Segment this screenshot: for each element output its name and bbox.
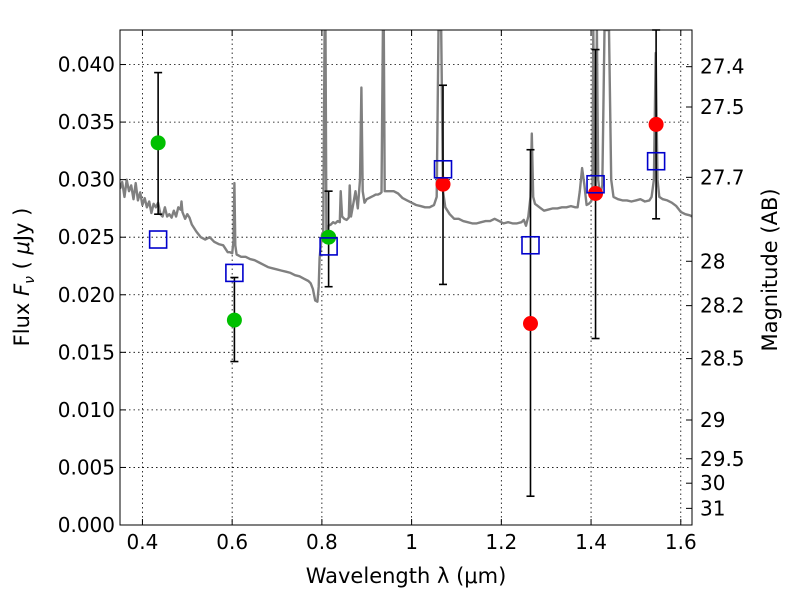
- x-axis-title: Wavelength λ (μm): [306, 564, 507, 588]
- y-axis-title-paren: (: [10, 255, 34, 277]
- observed-flux-point: [226, 312, 242, 328]
- magnitude-tick-label: 27.7: [700, 165, 745, 189]
- magnitude-tick-label: 31: [700, 496, 725, 520]
- synthetic-photometry-squares: [148, 151, 666, 283]
- synthetic-flux-square: [586, 174, 605, 194]
- y-tick-label: 0.020: [58, 283, 115, 307]
- y-axis-title-unit: Jy ): [10, 208, 34, 244]
- y-tick-label: 0.000: [58, 513, 115, 537]
- x-tick-label: 0.6: [216, 530, 248, 554]
- y-axis-title-prefix: Flux: [10, 296, 34, 346]
- x-axis-ticks: 0.4 0.6 0.8 1 1.2 1.4 1.6: [127, 30, 697, 554]
- observed-flux-point: [648, 116, 664, 132]
- model-spectrum: [120, 30, 692, 303]
- y-axis-title: Flux Fν ( μJy ): [10, 208, 38, 347]
- magnitude-tick-label: 27.4: [700, 55, 745, 79]
- y-axis-title-symbol: F: [10, 283, 34, 296]
- y-tick-label: 0.035: [58, 110, 115, 134]
- x-tick-label: 1: [405, 530, 418, 554]
- y-tick-label: 0.015: [58, 340, 115, 364]
- y-tick-label: 0.040: [58, 53, 115, 77]
- error-bars: [154, 29, 661, 498]
- synthetic-flux-square: [433, 159, 453, 179]
- observed-flux-point: [150, 135, 166, 151]
- synthetic-flux-square: [521, 235, 540, 255]
- magnitude-tick-label: 28.2: [700, 294, 745, 318]
- magnitude-tick-label: 27.5: [700, 95, 745, 119]
- magnitude-tick-label: 29: [700, 408, 725, 432]
- y-tick-label: 0.010: [58, 398, 115, 422]
- synthetic-flux-square: [646, 151, 666, 171]
- x-tick-label: 1.6: [665, 530, 697, 554]
- observed-flux-point: [435, 176, 451, 192]
- y-tick-label: 0.025: [58, 225, 115, 249]
- y-tick-label: 0.030: [58, 168, 115, 192]
- x-tick-label: 0.8: [306, 530, 338, 554]
- magnitude-tick-label: 28.5: [700, 347, 745, 371]
- y-axis-title-subscript: ν: [22, 276, 38, 284]
- x-tick-label: 1.4: [575, 530, 607, 554]
- observed-flux-point: [522, 316, 538, 332]
- synthetic-flux-square: [148, 230, 168, 249]
- synthetic-flux-square: [225, 263, 244, 283]
- magnitude-axis-title: Magnitude (AB): [758, 188, 782, 351]
- magnitude-tick-label: 29.5: [700, 447, 745, 471]
- magnitude-tick-label: 30: [700, 471, 725, 495]
- grid-lines: [120, 30, 692, 526]
- model-spectrum-line: [120, 30, 692, 303]
- synthetic-flux-square: [319, 237, 338, 256]
- plot-frame: [119, 29, 693, 526]
- magnitude-tick-label: 28: [700, 249, 725, 273]
- y-axis-title-mu: μ: [10, 241, 34, 255]
- x-tick-label: 0.4: [127, 530, 159, 554]
- y-axis-ticks: 0.000 0.005 0.010 0.015 0.020 0.025 0.030 0.035…: [58, 53, 126, 537]
- y-tick-label: 0.005: [58, 455, 115, 479]
- x-tick-label: 1.2: [485, 530, 517, 554]
- observed-points: [150, 116, 664, 332]
